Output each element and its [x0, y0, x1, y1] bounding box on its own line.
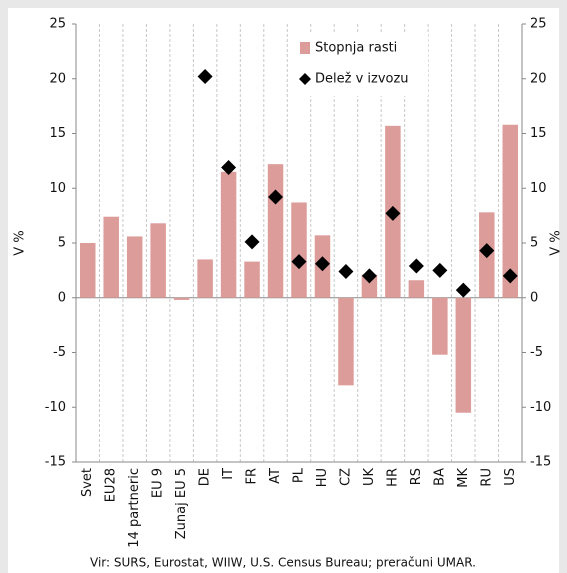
x-tick-label: DE: [198, 468, 213, 486]
x-tick-label: US: [503, 468, 518, 486]
diamond-marker: [291, 254, 307, 270]
bar: [502, 124, 519, 298]
x-tick-label: Svet: [80, 468, 95, 497]
diamond-marker: [197, 69, 213, 85]
y-tick-label: 10: [49, 181, 66, 196]
legend-label: Delež v izvozu: [315, 72, 409, 87]
bar: [455, 297, 472, 413]
y-tick-label: 5: [58, 236, 66, 251]
x-tick-label: 14 partneric: [127, 468, 142, 548]
diamond-marker: [479, 243, 495, 259]
diamond-marker: [338, 263, 354, 279]
legend-swatch: [300, 42, 310, 54]
y2-tick-label: -5: [530, 345, 543, 360]
bar: [173, 297, 190, 300]
diamond-marker: [455, 282, 471, 298]
diamond-marker: [432, 262, 448, 278]
diamond-marker: [221, 159, 237, 175]
x-tick-label: MK: [456, 468, 471, 488]
x-tick-label: AT: [268, 468, 283, 484]
y-tick-label: -10: [45, 400, 66, 415]
bar: [338, 297, 354, 386]
bar: [79, 243, 96, 298]
y2-tick-label: 20: [530, 71, 547, 86]
y2-tick-label: -10: [530, 400, 551, 415]
x-tick-label: RS: [409, 468, 424, 485]
bar: [244, 261, 260, 298]
bar: [361, 274, 378, 298]
y2-tick-label: 0: [530, 290, 538, 305]
x-tick-label: CZ: [338, 468, 353, 486]
legend-swatch: [299, 73, 311, 85]
y-axis-label: V %: [13, 230, 28, 255]
x-tick-label: Zunaj EU 5: [174, 468, 189, 539]
y-tick-label: -5: [53, 345, 66, 360]
y2-tick-label: 25: [530, 17, 547, 32]
x-tick-label: HU: [315, 468, 330, 487]
source-note: Vir: SURS, Eurostat, WIIW, U.S. Census B…: [90, 556, 476, 570]
bar: [267, 164, 284, 298]
bar: [432, 297, 448, 355]
diamond-marker: [361, 268, 377, 284]
bar: [291, 202, 307, 298]
x-tick-label: IT: [221, 468, 236, 480]
x-tick-label: FR: [245, 468, 260, 485]
x-tick-label: BA: [432, 468, 447, 486]
y2-tick-label: 5: [530, 236, 538, 251]
x-tick-label: RU: [479, 468, 494, 487]
diamond-marker: [314, 256, 330, 272]
diamond-marker: [502, 268, 518, 284]
y-tick-label: 25: [49, 17, 66, 32]
x-tick-label: PL: [292, 467, 307, 483]
legend-box: [290, 34, 428, 96]
bar: [103, 216, 119, 298]
y-tick-label: 0: [58, 290, 66, 305]
y2-tick-label: 10: [530, 181, 547, 196]
x-tick-label: HR: [385, 468, 400, 487]
x-tick-label: EU 9: [151, 468, 166, 498]
bar: [150, 223, 166, 298]
bar: [126, 236, 143, 298]
x-tick-label: UK: [362, 468, 377, 487]
bar: [408, 280, 425, 298]
legend-label: Stopnja rasti: [315, 41, 397, 56]
bar: [220, 171, 237, 298]
y-tick-label: 20: [49, 71, 66, 86]
y2-axis-label: V %: [549, 230, 564, 255]
y-tick-label: -15: [45, 455, 66, 470]
y-tick-label: 15: [49, 126, 66, 141]
bar: [197, 259, 213, 298]
diamond-marker: [268, 189, 284, 205]
y2-tick-label: -15: [530, 455, 551, 470]
x-tick-label: EU28: [104, 468, 119, 502]
diamond-marker: [385, 205, 401, 221]
y2-tick-label: 15: [530, 126, 547, 141]
diamond-marker: [244, 234, 260, 250]
diamond-marker: [408, 258, 424, 274]
